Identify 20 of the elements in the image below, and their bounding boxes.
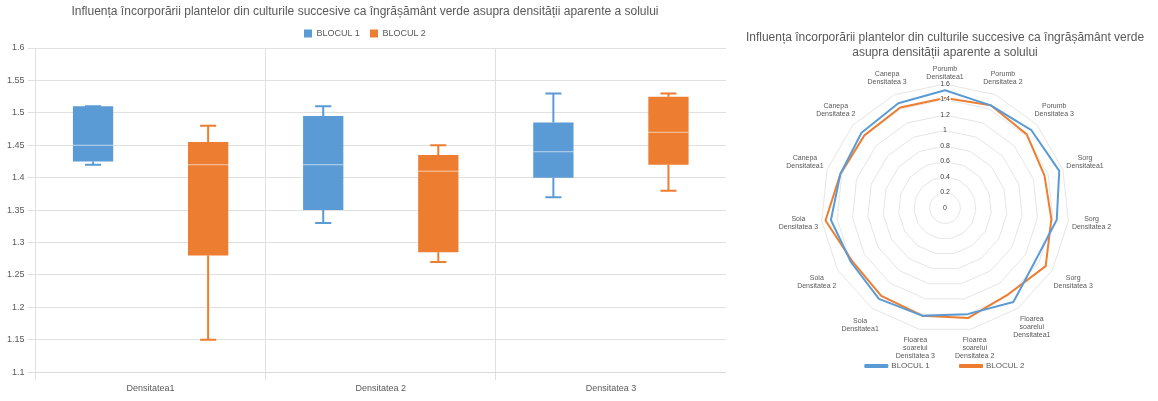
- chart-title: Influența încorporării plantelor din culturile succesive ca îngrășământ verde asupra densității aparente a solului: [70, 4, 660, 19]
- y-tick-label: 1.2: [12, 301, 25, 312]
- y-tick-label: 1.15: [6, 334, 25, 345]
- y-tick-label: 1.45: [6, 139, 25, 150]
- legend-label: BLOCUL 2: [986, 361, 1025, 371]
- y-tick-label: 1.1: [12, 366, 25, 377]
- x-tick-label: Densitatea 2: [355, 383, 407, 394]
- chart-title: Influența încorporării plantelor din culturile succesive ca îngrășământ verde asupra densității aparente a solului: [744, 30, 1146, 60]
- legend-label: BLOCUL 1: [316, 27, 360, 38]
- x-tick-label: Densitatea 3: [585, 383, 637, 394]
- y-tick-label: 1.5: [12, 107, 25, 118]
- y-tick-label: 1.3: [12, 237, 25, 247]
- y-tick-label: 1.25: [6, 269, 25, 280]
- y-tick-label: 1.35: [6, 204, 25, 215]
- legend-label: BLOCUL 1: [891, 361, 931, 371]
- y-tick-label: 1.6: [12, 42, 25, 53]
- y-tick-label: 1.55: [6, 74, 25, 85]
- y-tick-label: 1.4: [12, 172, 25, 183]
- legend-label: BLOCUL 2: [382, 27, 426, 38]
- x-tick-label: Densitatea1: [126, 383, 175, 394]
